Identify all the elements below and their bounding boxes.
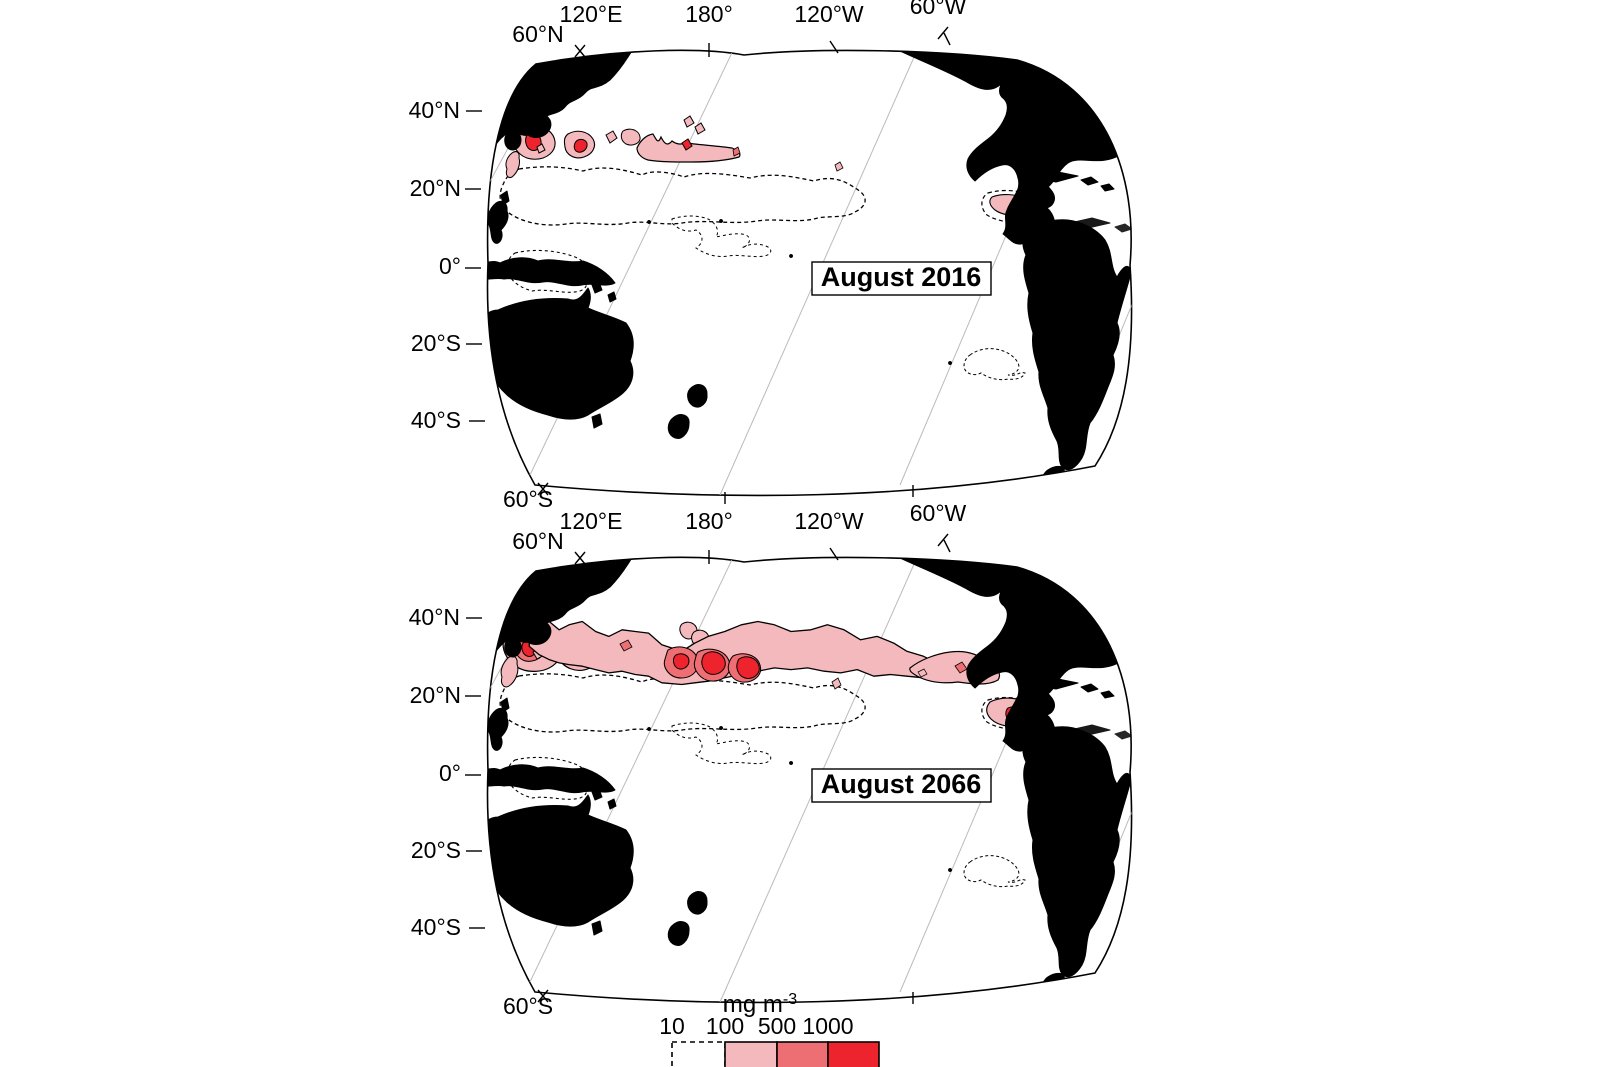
- svg-text:1000: 1000: [802, 1013, 853, 1039]
- svg-text:500: 500: [758, 1013, 796, 1039]
- svg-text:10: 10: [659, 1013, 685, 1039]
- svg-text:August 2016: August 2016: [821, 262, 982, 292]
- svg-text:100: 100: [706, 1013, 744, 1039]
- svg-text:August 2066: August 2066: [821, 769, 982, 799]
